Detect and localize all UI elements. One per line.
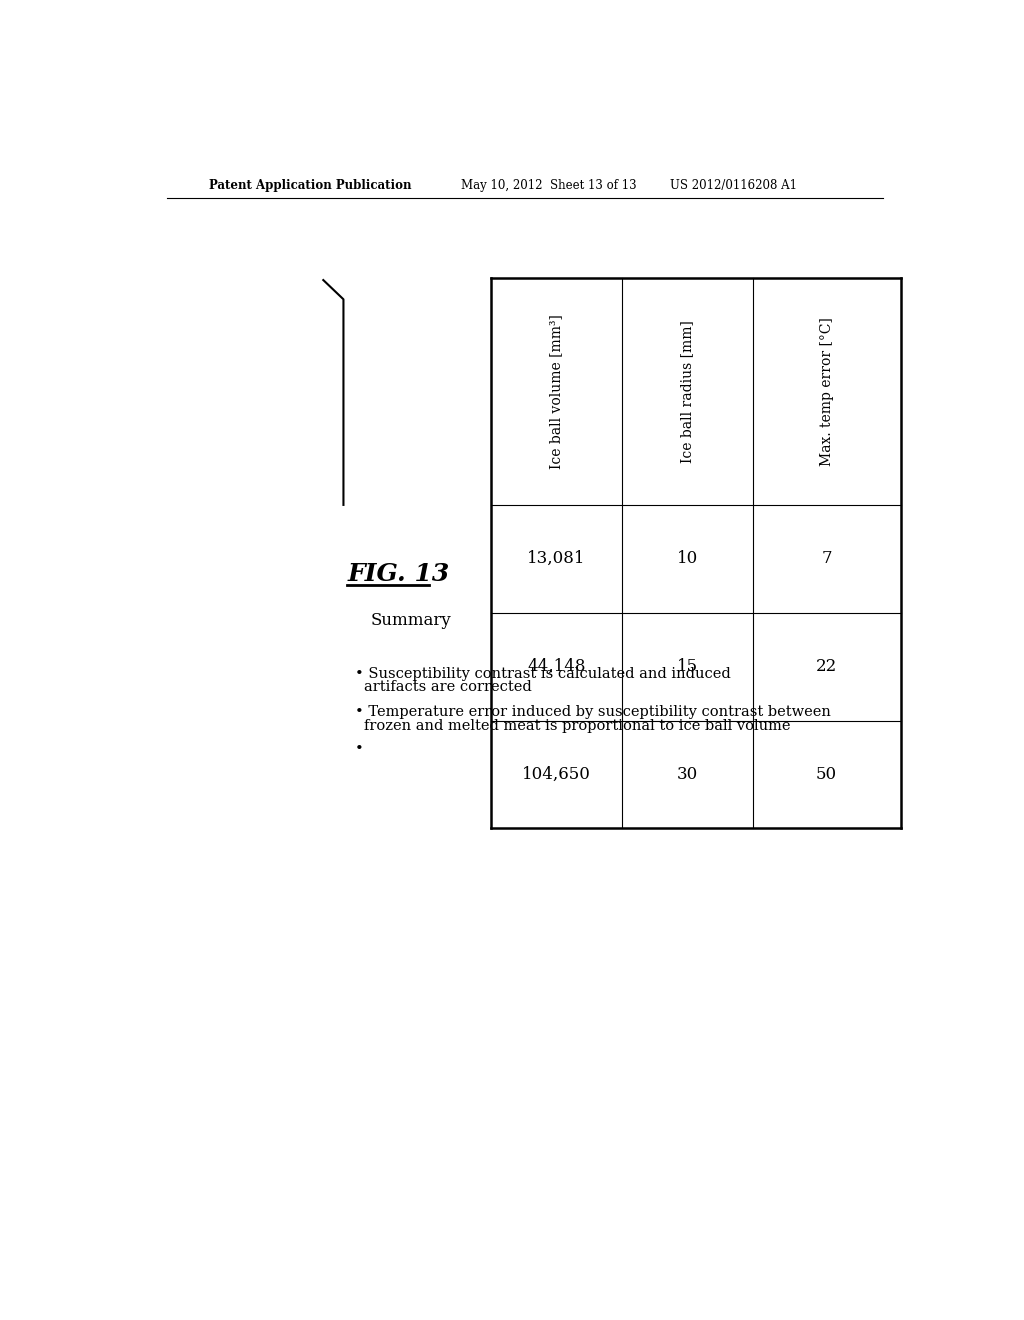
Text: frozen and melted meat is proportional to ice ball volume: frozen and melted meat is proportional t… (365, 719, 791, 733)
Text: 44,148: 44,148 (527, 659, 586, 675)
Text: 30: 30 (677, 766, 698, 783)
Text: Ice ball radius [mm]: Ice ball radius [mm] (681, 319, 694, 463)
Text: 15: 15 (677, 659, 698, 675)
Text: Patent Application Publication: Patent Application Publication (209, 178, 412, 191)
Text: artifacts are corrected: artifacts are corrected (365, 681, 532, 694)
Text: 104,650: 104,650 (522, 766, 591, 783)
Text: 13,081: 13,081 (527, 550, 586, 568)
Text: 10: 10 (677, 550, 698, 568)
Text: Summary: Summary (371, 612, 452, 628)
Text: US 2012/0116208 A1: US 2012/0116208 A1 (671, 178, 798, 191)
Text: • Temperature error induced by susceptibility contrast between: • Temperature error induced by susceptib… (355, 705, 830, 719)
Text: Ice ball volume [mm³]: Ice ball volume [mm³] (550, 314, 563, 469)
Text: •: • (355, 742, 364, 756)
Text: 50: 50 (816, 766, 838, 783)
Text: • Susceptibility contrast is calculated and induced: • Susceptibility contrast is calculated … (355, 667, 731, 681)
Text: 7: 7 (821, 550, 831, 568)
Text: 22: 22 (816, 659, 838, 675)
Text: FIG. 13: FIG. 13 (347, 562, 450, 586)
Text: Max. temp error [°C]: Max. temp error [°C] (819, 317, 834, 466)
Text: May 10, 2012  Sheet 13 of 13: May 10, 2012 Sheet 13 of 13 (461, 178, 637, 191)
